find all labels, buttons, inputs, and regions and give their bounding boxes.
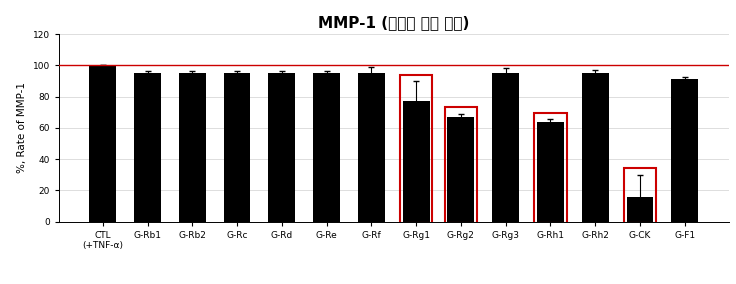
Y-axis label: %, Rate of MMP-1: %, Rate of MMP-1	[17, 82, 27, 173]
Title: MMP-1 (콜라겐 분해 효소): MMP-1 (콜라겐 분해 효소)	[318, 15, 470, 30]
Bar	[314, 73, 340, 222]
Bar	[269, 73, 295, 222]
Bar	[581, 73, 609, 222]
Bar	[534, 113, 567, 223]
Bar	[447, 117, 474, 222]
Bar	[671, 80, 698, 222]
Bar	[403, 101, 430, 222]
Bar	[445, 107, 477, 223]
Bar	[89, 65, 116, 222]
Bar	[537, 122, 564, 222]
Bar	[400, 75, 432, 223]
Bar	[626, 197, 654, 222]
Bar	[492, 73, 519, 222]
Bar	[624, 168, 656, 223]
Bar	[224, 73, 250, 222]
Bar	[134, 73, 161, 222]
Bar	[358, 73, 385, 222]
Bar	[179, 73, 206, 222]
